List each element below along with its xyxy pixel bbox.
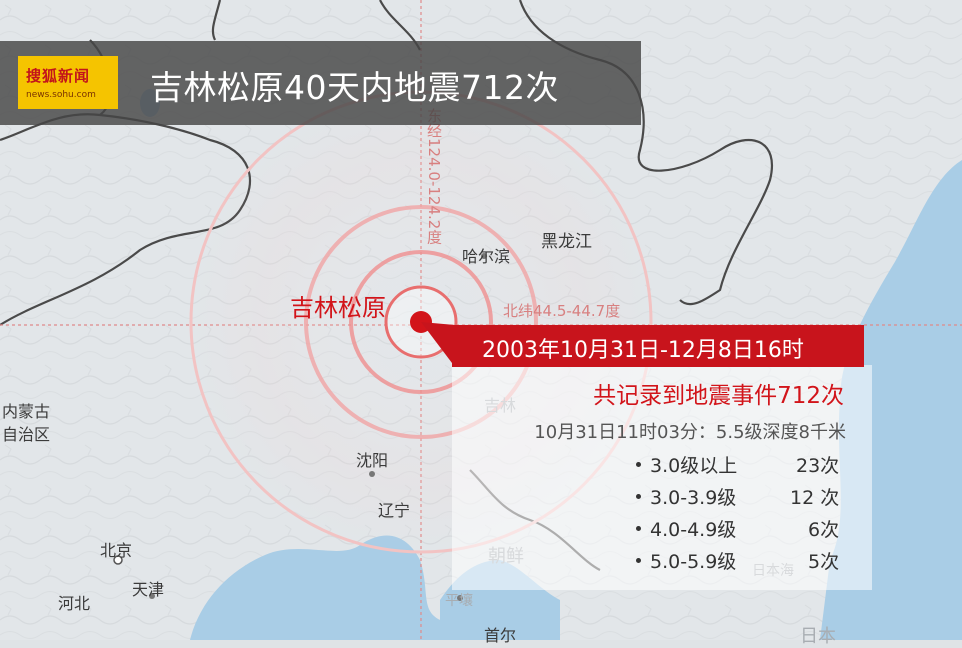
longitude-label: 东经124.0-124.2度 <box>425 108 443 245</box>
stat-label: 3.0-3.9级 <box>650 487 737 509</box>
city-dot <box>481 253 487 259</box>
pointer <box>421 322 455 367</box>
stat-label: 3.0级以上 <box>650 455 738 477</box>
epicenter-label: 吉林松原 <box>290 294 386 322</box>
logo-text: 搜狐新闻 <box>26 67 91 85</box>
stat-count: 23次 <box>796 455 840 477</box>
main-quake: 10月31日11时03分：5.5级深度8千米 <box>534 422 846 443</box>
info-panel <box>452 365 872 590</box>
label-liaoning: 辽宁 <box>378 501 411 520</box>
city-dot <box>113 555 123 565</box>
bullet <box>636 558 641 563</box>
total-count: 共记录到地震事件712次 <box>593 383 844 409</box>
stat-count: 5次 <box>808 551 840 573</box>
label-tianjin: 天津 <box>132 580 165 599</box>
date-range: 2003年10月31日-12月8日16时 <box>482 338 804 363</box>
label-inner-mongolia-2: 自治区 <box>2 425 51 444</box>
bohai-sea <box>190 535 520 640</box>
city-dot <box>369 471 375 477</box>
logo-url: news.sohu.com <box>26 90 96 100</box>
bullet <box>636 494 641 499</box>
label-pyongyang: 平壤 <box>445 593 473 609</box>
stat-count: 12 次 <box>790 487 840 509</box>
bullet <box>636 526 641 531</box>
date-banner: 2003年10月31日-12月8日16时 <box>452 325 864 367</box>
label-seoul: 首尔 <box>484 626 517 645</box>
city-dot <box>457 595 463 601</box>
label-harbin: 哈尔滨 <box>462 247 511 266</box>
label-shenyang: 沈阳 <box>356 451 389 470</box>
bullet <box>636 462 641 467</box>
label-beijing: 北京 <box>100 541 133 560</box>
border-line <box>211 0 222 41</box>
ring-3 <box>304 205 538 439</box>
label-inner-mongolia: 内蒙古 <box>2 402 51 421</box>
stat-label: 5.0-5.9级 <box>650 551 737 573</box>
ring-2 <box>349 250 493 394</box>
city-dot <box>149 593 155 599</box>
label-hebei: 河北 <box>58 594 91 613</box>
page-title: 吉林松原40天内地震712次 <box>150 68 559 107</box>
label-heilongjiang: 黑龙江 <box>541 232 592 252</box>
sohu-news-logo[interactable]: 搜狐新闻 news.sohu.com <box>18 56 118 109</box>
stat-label: 4.0-4.9级 <box>650 519 737 541</box>
label-japan: 日本 <box>800 626 836 647</box>
latitude-label: 北纬44.5-44.7度 <box>503 302 621 320</box>
stat-count: 6次 <box>808 519 840 541</box>
